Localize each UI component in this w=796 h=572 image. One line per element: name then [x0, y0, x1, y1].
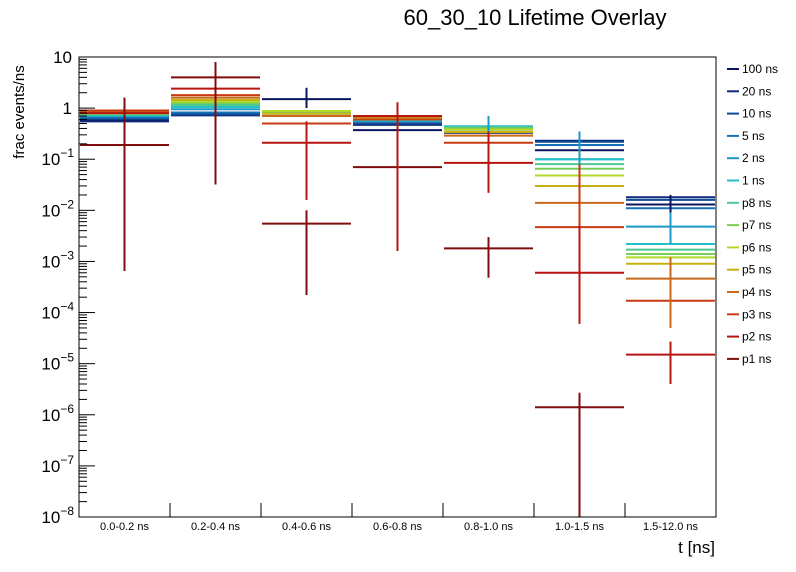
y-tick-label: 10−8: [41, 504, 74, 527]
y-tick-label: 10: [53, 48, 72, 67]
y-tick-label: 10−5: [41, 351, 74, 374]
x-axis: 0.0-0.2 ns 0.2-0.4 ns 0.4-0.6 ns 0.6-0.8 ns…: [78, 503, 717, 533]
legend-entry: 20 ns: [742, 84, 771, 98]
legend-entry: p2 ns: [742, 330, 771, 344]
legend: 100 ns 20 ns 10 ns 5 ns 2 ns 1 ns p8 ns p7 ns p6…: [727, 62, 778, 366]
x-tick-label: 0.4-0.6 ns: [282, 521, 331, 533]
legend-entry: p7 ns: [742, 218, 771, 232]
y-tick-label: 1: [63, 99, 72, 118]
plot-area: [80, 61, 715, 517]
x-tick-label: 0.2-0.4 ns: [191, 521, 240, 533]
x-tick-label: 0.6-0.8 ns: [373, 521, 422, 533]
y-tick-label: 10−7: [41, 453, 74, 476]
legend-entry: 1 ns: [742, 174, 765, 188]
plot-frame: [78, 56, 717, 518]
x-tick-label: 0.0-0.2 ns: [100, 521, 149, 533]
chart-title: 60_30_10 Lifetime Overlay: [404, 5, 667, 30]
legend-entry: p8 ns: [742, 196, 771, 210]
legend-entry: p4 ns: [742, 285, 771, 299]
legend-entry: p1 ns: [742, 352, 771, 366]
x-tick-label: 1.5-12.0 ns: [643, 521, 699, 533]
y-tick-label: 10−3: [41, 248, 74, 271]
legend-entry: 10 ns: [742, 107, 771, 121]
y-axis: 10−8 10−7 10−6 10−5 10−4 10−3 10−2 10−1 1 10: [41, 48, 95, 527]
y-tick-label: 10−2: [41, 197, 74, 220]
x-tick-label: 0.8-1.0 ns: [464, 521, 513, 533]
y-axis-label: frac events/ns: [11, 65, 28, 158]
legend-entry: 2 ns: [742, 151, 765, 165]
y-tick-label: 10−6: [41, 402, 74, 425]
legend-entry: 100 ns: [742, 62, 778, 76]
x-axis-label: t [ns]: [678, 538, 715, 557]
x-tick-label: 1.0-1.5 ns: [555, 521, 604, 533]
legend-entry: p6 ns: [742, 240, 771, 254]
legend-entry: p3 ns: [742, 307, 771, 321]
y-tick-label: 10−4: [41, 300, 74, 323]
y-tick-label: 10−1: [41, 146, 74, 169]
legend-entry: p5 ns: [742, 263, 771, 277]
legend-entry: 5 ns: [742, 129, 765, 143]
